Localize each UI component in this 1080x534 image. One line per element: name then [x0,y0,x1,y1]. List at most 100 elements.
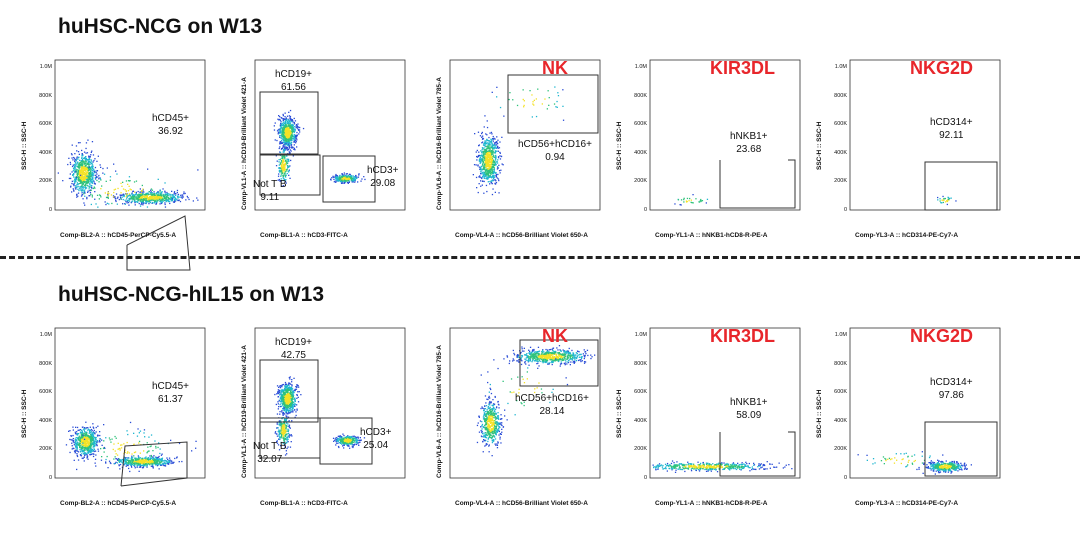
event-dot [127,195,129,197]
event-dot [81,153,83,155]
event-dot [75,446,77,448]
event-dot [83,181,85,184]
event-dot [92,439,95,441]
event-dot [150,200,152,202]
event-dot [289,124,291,126]
event-dot [131,455,133,457]
event-dot [92,165,94,167]
event-dot [343,174,345,176]
event-dot [489,149,491,151]
event-dot [94,172,96,174]
event-dot [286,139,289,141]
event-dot [348,174,350,177]
event-dot [120,194,123,196]
event-dot [176,191,178,194]
event-dot [127,183,129,185]
event-dot [101,439,103,441]
event-dot [486,177,488,179]
event-dot [155,445,157,448]
event-dot [273,129,276,131]
event-dot [291,139,293,141]
event-dot [84,158,86,160]
event-dot [118,458,120,460]
event-dot [340,182,343,184]
event-dot [159,191,161,193]
event-dot [96,445,98,447]
event-dot [124,451,126,453]
event-dot [489,143,492,145]
event-dot [140,462,143,464]
event-dot [124,203,126,205]
event-dot [146,200,148,202]
event-dot [89,168,91,171]
event-dot [159,200,161,203]
panel-title: KIR3DL [710,58,776,78]
event-dot [344,178,347,181]
event-dot [179,200,182,203]
event-dot [144,463,146,466]
event-dot [475,151,477,153]
event-dot [292,121,294,123]
event-dot [89,429,91,432]
event-dot [94,458,97,460]
event-dot [492,161,494,163]
event-dot [94,445,96,447]
event-dot [94,433,96,435]
event-dot [273,125,275,127]
event-dot [482,148,484,150]
event-dot [91,435,93,437]
event-dot [290,120,293,122]
event-dot [286,127,288,129]
event-dot [278,169,281,171]
event-dot [92,174,95,176]
event-dot [557,92,559,94]
event-dot [280,134,282,137]
gate-name: Not T B [253,179,287,190]
event-dot [83,193,85,195]
event-dot [482,172,484,174]
event-dot [472,174,474,176]
event-dot [291,137,293,139]
event-dot [138,432,140,434]
event-dot [150,461,153,463]
event-dot [353,179,355,181]
event-dot [78,180,80,182]
event-dot [349,173,351,176]
event-dot [338,178,340,180]
event-dot [153,195,155,198]
event-dot [276,139,278,142]
event-dot [489,167,492,169]
event-dot [285,138,287,140]
event-dot [293,133,295,136]
event-dot [80,180,82,182]
event-dot [100,459,103,461]
event-dot [77,451,80,453]
event-dot [683,201,685,203]
event-dot [80,433,82,435]
event-dot [119,195,122,197]
event-dot [286,132,288,134]
event-dot [280,161,283,163]
event-dot [127,199,129,202]
gate-name: hNKB1+ [730,131,768,142]
event-dot [76,450,79,452]
event-dot [288,151,290,153]
event-dot [147,446,149,448]
event-dot [81,154,83,156]
event-dot [291,130,294,132]
event-dot [285,119,287,122]
event-dot [160,459,162,461]
event-dot [166,196,169,198]
event-dot [164,202,166,204]
event-dot [334,180,336,182]
event-dot [489,166,492,168]
event-dot [281,175,283,177]
event-dot [133,199,136,201]
event-dot [486,156,489,158]
event-dot [101,185,103,187]
event-dot [178,461,180,463]
event-dot [135,197,137,199]
event-dot [82,163,84,165]
gate-label: hCD45+ 36.92 [152,112,189,138]
event-dot [87,458,89,460]
